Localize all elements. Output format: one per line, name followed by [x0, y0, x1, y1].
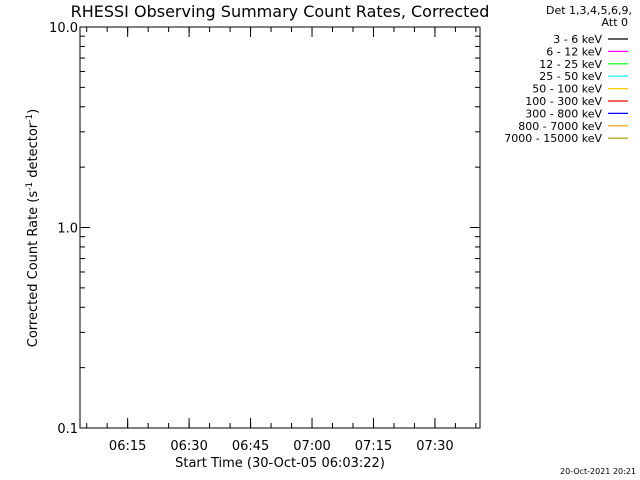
- y-axis-label-exponent-1: -1: [25, 182, 35, 191]
- legend-label: 300 - 800 keV: [525, 107, 602, 120]
- x-tick-label: 07:30: [416, 439, 453, 454]
- y-axis-label-end: ): [26, 109, 41, 114]
- x-axis-label: Start Time (30-Oct-05 06:03:22): [175, 456, 385, 471]
- legend-header-line-2: Att 0: [602, 16, 628, 29]
- y-axis-label-exponent-2: -1: [25, 114, 35, 123]
- legend-header-line-1: Det 1,3,4,5,6,9,: [546, 4, 632, 17]
- legend-label: 7000 - 15000 keV: [504, 132, 602, 145]
- chart-title: RHESSI Observing Summary Count Rates, Co…: [71, 2, 490, 21]
- x-tick-label: 06:45: [232, 439, 269, 454]
- y-axis-label-main: Corrected Count Rate (s: [26, 191, 41, 348]
- y-axis-ticks: 0.1 1.0 10.0: [49, 21, 480, 437]
- legend-label: 6 - 12 keV: [546, 45, 602, 58]
- x-tick-label: 06:30: [170, 439, 207, 454]
- x-tick-label: 07:00: [293, 439, 330, 454]
- y-axis-label: Corrected Count Rate (s-1 detector-1): [25, 109, 41, 347]
- y-tick-label: 0.1: [57, 422, 78, 437]
- y-tick-label: 1.0: [57, 222, 78, 237]
- legend-label: 100 - 300 keV: [525, 95, 602, 108]
- plot-frame: [79, 26, 481, 429]
- y-tick-label: 10.0: [49, 21, 78, 36]
- legend-label: 50 - 100 keV: [532, 83, 602, 96]
- legend-label: 12 - 25 keV: [539, 58, 602, 71]
- legend-label: 800 - 7000 keV: [518, 120, 602, 133]
- y-axis-label-middle: detector: [26, 122, 41, 182]
- legend-label: 25 - 50 keV: [539, 70, 602, 83]
- x-tick-label: 06:15: [109, 439, 146, 454]
- footer-timestamp: 20-Oct-2021 20:21: [560, 467, 636, 476]
- x-tick-label: 07:15: [355, 439, 392, 454]
- legend-label: 3 - 6 keV: [553, 33, 602, 46]
- x-axis-ticks: 06:15 06:30 06:45 07:00 07:15 07:30: [86, 27, 477, 454]
